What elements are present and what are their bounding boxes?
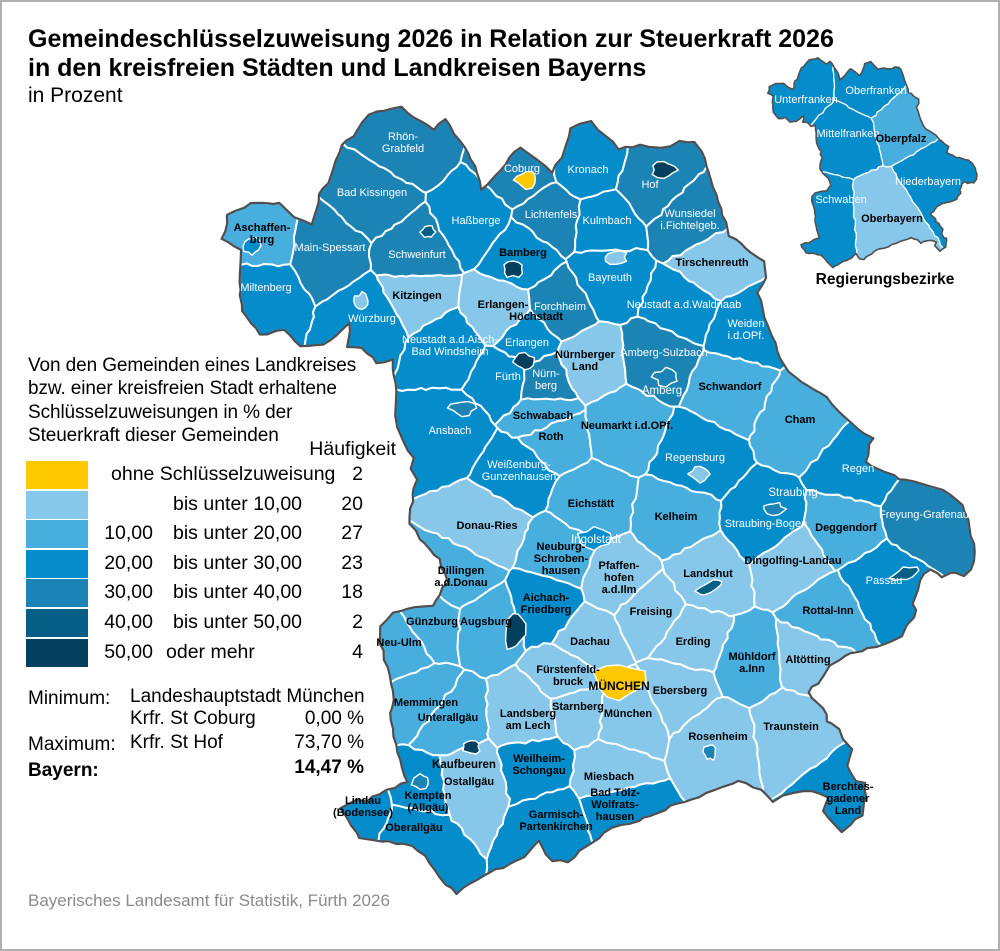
svg-text:Unterallgäu: Unterallgäu <box>418 712 479 724</box>
svg-text:Rottal-Inn: Rottal-Inn <box>802 605 854 617</box>
svg-text:Amberg: Amberg <box>642 385 682 397</box>
svg-text:Donau-Ries: Donau-Ries <box>456 520 517 532</box>
svg-text:Günzburg: Günzburg <box>406 616 458 628</box>
svg-text:Kaufbeuren: Kaufbeuren <box>432 759 496 771</box>
svg-text:Traunstein: Traunstein <box>763 721 819 733</box>
svg-text:Schwandorf: Schwandorf <box>699 381 762 393</box>
svg-text:Cham: Cham <box>785 414 816 426</box>
svg-text:Rhön-Grabfeld: Rhön-Grabfeld <box>382 131 424 155</box>
svg-text:Schwaben: Schwaben <box>815 194 866 206</box>
svg-text:Passau: Passau <box>866 575 903 587</box>
svg-text:Bamberg: Bamberg <box>499 247 547 259</box>
svg-text:Rosenheim: Rosenheim <box>688 731 748 743</box>
svg-text:Ostallgäu: Ostallgäu <box>444 776 494 788</box>
svg-text:Nürn-berg: Nürn-berg <box>532 368 560 392</box>
svg-text:Schwabach: Schwabach <box>513 410 574 422</box>
svg-text:Niederbayern: Niederbayern <box>895 176 961 188</box>
svg-text:Deggendorf: Deggendorf <box>815 522 877 534</box>
svg-text:München: München <box>604 708 653 720</box>
svg-text:Erding: Erding <box>676 636 711 648</box>
svg-text:Kitzingen: Kitzingen <box>392 290 442 302</box>
svg-text:Oberpfalz: Oberpfalz <box>876 133 927 145</box>
svg-text:Kulmbach: Kulmbach <box>583 215 632 227</box>
svg-text:Mittelfranken: Mittelfranken <box>817 128 880 140</box>
svg-text:Unterfranken: Unterfranken <box>774 94 838 106</box>
svg-text:Altötting: Altötting <box>785 654 830 666</box>
svg-text:Regen: Regen <box>842 463 874 475</box>
svg-text:Kronach: Kronach <box>568 164 609 176</box>
svg-text:Ansbach: Ansbach <box>429 425 472 437</box>
svg-text:Roth: Roth <box>538 431 563 443</box>
svg-text:Tirschenreuth: Tirschenreuth <box>675 257 748 269</box>
svg-text:Freyung-Grafenau: Freyung-Grafenau <box>879 509 969 521</box>
svg-text:Freising: Freising <box>630 606 673 618</box>
svg-text:Bayreuth: Bayreuth <box>588 272 632 284</box>
svg-text:Haßberge: Haßberge <box>452 215 501 227</box>
svg-text:Fürth: Fürth <box>495 371 521 383</box>
svg-text:Memmingen: Memmingen <box>394 697 458 709</box>
svg-text:Dachau: Dachau <box>570 636 610 648</box>
svg-text:Kelheim: Kelheim <box>655 511 698 523</box>
svg-text:Würzburg: Würzburg <box>348 313 396 325</box>
svg-text:Bad Tölz-Wolfrats-hausen: Bad Tölz-Wolfrats-hausen <box>590 787 640 823</box>
svg-text:Straubing: Straubing <box>768 487 817 499</box>
svg-text:Main-Spessart: Main-Spessart <box>295 242 366 254</box>
svg-text:Weilheim-Schongau: Weilheim-Schongau <box>512 753 565 777</box>
svg-text:Garmisch-Partenkirchen: Garmisch-Partenkirchen <box>519 809 593 833</box>
svg-text:Amberg-Sulzbach: Amberg-Sulzbach <box>620 347 707 359</box>
svg-text:Coburg: Coburg <box>504 163 540 175</box>
svg-text:Miesbach: Miesbach <box>584 771 634 783</box>
svg-text:Neustadt a.d.Aisch-Bad Windshe: Neustadt a.d.Aisch-Bad Windsheim <box>402 334 498 358</box>
svg-text:Ebersberg: Ebersberg <box>653 685 707 697</box>
svg-text:Schweinfurt: Schweinfurt <box>388 249 445 261</box>
svg-text:Oberbayern: Oberbayern <box>861 213 923 225</box>
svg-text:Neuburg-Schroben-hausen: Neuburg-Schroben-hausen <box>534 541 589 577</box>
svg-text:Oberallgäu: Oberallgäu <box>385 822 442 834</box>
svg-text:Erlangen: Erlangen <box>505 337 549 349</box>
svg-text:Aichach-Friedberg: Aichach-Friedberg <box>521 592 572 616</box>
svg-text:Ingolstadt: Ingolstadt <box>571 534 622 546</box>
svg-text:Straubing-Bogen: Straubing-Bogen <box>725 518 808 530</box>
svg-text:Neustadt a.d.Waldnaab: Neustadt a.d.Waldnaab <box>627 299 742 311</box>
svg-text:Eichstätt: Eichstätt <box>568 498 615 510</box>
svg-text:Kempten(Allgäu): Kempten (Allgäu) <box>404 790 451 814</box>
svg-text:MÜNCHEN: MÜNCHEN <box>588 678 649 693</box>
svg-text:Dingolfing-Landau: Dingolfing-Landau <box>744 555 841 567</box>
svg-text:Oberfranken: Oberfranken <box>845 85 906 97</box>
svg-text:Landshut: Landshut <box>683 568 733 580</box>
svg-text:Hof: Hof <box>641 179 659 191</box>
svg-text:Weißenburg-Gunzenhausen: Weißenburg-Gunzenhausen <box>482 459 557 483</box>
svg-text:Lichtenfels: Lichtenfels <box>525 209 578 221</box>
svg-text:Miltenberg: Miltenberg <box>240 282 291 294</box>
svg-text:Regensburg: Regensburg <box>665 452 725 464</box>
svg-text:Augsburg: Augsburg <box>460 616 512 628</box>
svg-text:Forchheim: Forchheim <box>534 301 586 313</box>
svg-text:Neumarkt i.d.OPf.: Neumarkt i.d.OPf. <box>581 420 673 432</box>
svg-text:Regierungsbezirke: Regierungsbezirke <box>816 271 955 288</box>
svg-text:Neu-Ulm: Neu-Ulm <box>376 637 421 649</box>
svg-text:Starnberg: Starnberg <box>552 701 604 713</box>
svg-text:Bad Kissingen: Bad Kissingen <box>337 187 407 199</box>
